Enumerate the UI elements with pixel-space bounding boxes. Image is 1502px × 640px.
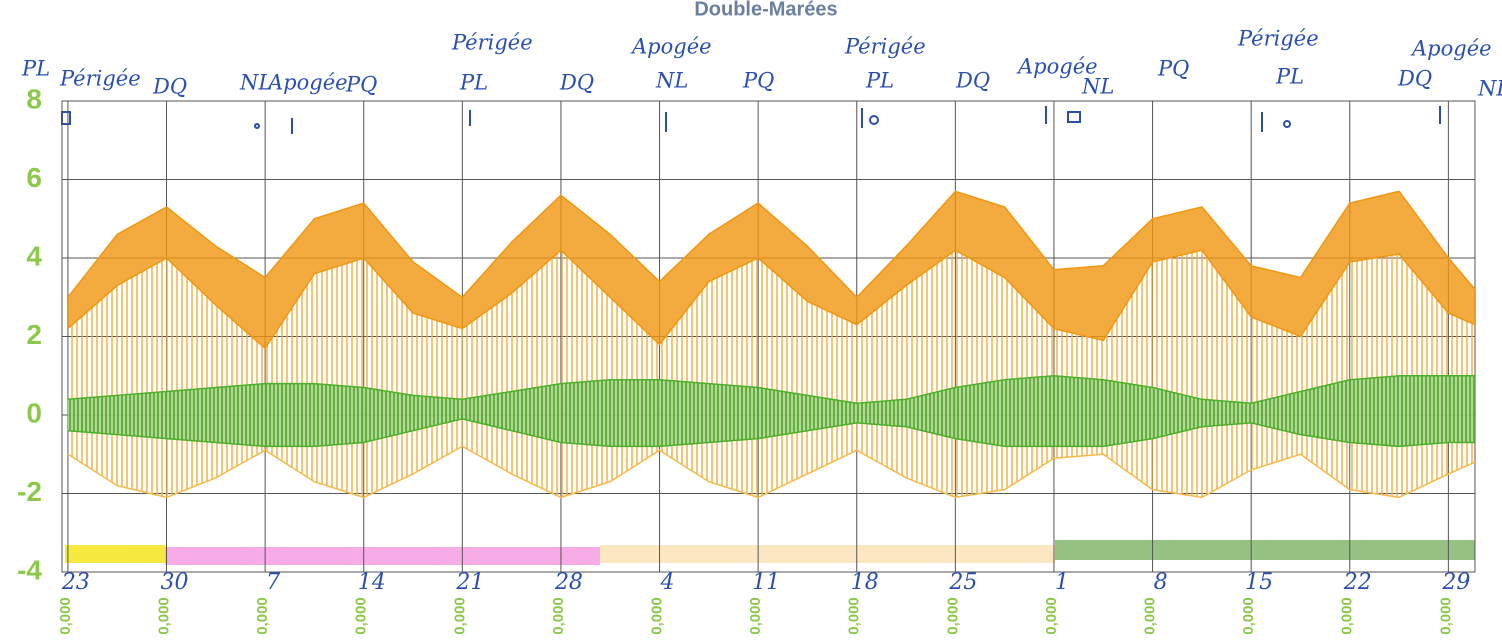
x-tick-label: 21 [455, 570, 484, 595]
month-strip [1055, 540, 1475, 560]
month-strip [165, 547, 600, 565]
x-sub-label: 0,000 [944, 597, 961, 635]
annotation: PL [459, 71, 488, 95]
series-line [67, 418, 1475, 448]
annotation: PL [21, 57, 50, 81]
annotation: PQ [345, 73, 377, 97]
y-tick-label: -2 [17, 476, 42, 507]
phase-mark [869, 115, 879, 125]
annotation: DQ [1397, 67, 1432, 91]
x-sub-label: 0,000 [353, 597, 370, 635]
annotation: Périgée [1237, 27, 1319, 51]
x-sub-label: 0,000 [1437, 597, 1454, 635]
month-strip [65, 545, 165, 563]
annotation: PL [1275, 65, 1304, 89]
annotation: Périgée [844, 35, 926, 59]
x-tick-label: 1 [1055, 570, 1069, 595]
x-sub-label: 0,000 [747, 597, 764, 635]
annotation: PQ [1157, 57, 1189, 81]
month-strip [600, 545, 1055, 563]
annotation: Apogée [630, 35, 712, 59]
x-sub-label: 0,000 [57, 597, 74, 635]
x-tick-label: 22 [1343, 570, 1372, 595]
x-tick-label: 30 [161, 570, 189, 595]
y-tick-label: -4 [17, 554, 42, 585]
x-tick-label: 14 [358, 570, 386, 595]
x-tick-label: 4 [660, 570, 675, 595]
x-sub-label: 0,000 [155, 597, 172, 635]
series-line [67, 445, 1476, 499]
x-sub-label: 0,000 [1339, 597, 1356, 635]
phase-marks [61, 106, 1441, 134]
x-tick-label: 7 [266, 570, 280, 595]
annotation: PQ [742, 69, 774, 93]
annotation: NL [1477, 77, 1502, 101]
annotation: Périgée [451, 31, 533, 55]
chart-title: Double-Marées [694, 0, 837, 20]
x-sub-label: 0,000 [254, 597, 271, 635]
x-tick-label: 11 [752, 570, 780, 595]
x-sub-label: 0,000 [1043, 597, 1060, 635]
annotation: NL [1081, 75, 1114, 99]
phase-mark [1067, 111, 1081, 123]
high-tide-band [67, 191, 1475, 349]
annotation: DQ [559, 71, 594, 95]
phase-mark [254, 123, 260, 129]
x-sub-label: 0,000 [846, 597, 863, 635]
x-tick-label: 29 [1441, 570, 1470, 595]
y-tick-label: 8 [26, 83, 42, 114]
y-tick-label: 4 [26, 240, 42, 271]
x-sub-label: 0,000 [550, 597, 567, 635]
annotation: PL [865, 69, 894, 93]
y-tick-label: 2 [26, 319, 42, 350]
x-tick-label: 25 [948, 570, 977, 595]
annotation: DQ [955, 69, 990, 93]
annotation: Apogée [266, 71, 348, 95]
series-line [67, 249, 1476, 350]
y-tick-label: 0 [26, 397, 42, 428]
annotation: NL [239, 71, 272, 95]
phase-mark [1283, 120, 1291, 128]
annotation: Périgée [59, 67, 141, 91]
x-tick-label: 23 [61, 570, 90, 595]
y-tick-label: 6 [26, 162, 42, 193]
annotation: DQ [152, 75, 187, 99]
x-tick-label: 18 [851, 570, 879, 595]
annotations: PL Périgée DQ NL Apogée PQ Périgée PL DQ… [21, 27, 1502, 101]
month-strips [65, 540, 1475, 565]
x-sub-label: 0,000 [1240, 597, 1257, 635]
annotation: Apogée [1410, 37, 1492, 61]
series-line [67, 375, 1475, 404]
x-sub-label: 0,000 [649, 597, 666, 635]
x-tick-label: 15 [1245, 570, 1273, 595]
x-tick-label: 28 [554, 570, 583, 595]
phase-mark [61, 111, 71, 125]
x-sub-label: 0,000 [1142, 597, 1159, 635]
annotation: Apogée [1016, 55, 1098, 79]
series-line [67, 190, 1476, 299]
x-sub-label: 0,000 [451, 597, 468, 635]
x-tick-label: 8 [1154, 570, 1168, 595]
annotation: NL [655, 69, 688, 93]
